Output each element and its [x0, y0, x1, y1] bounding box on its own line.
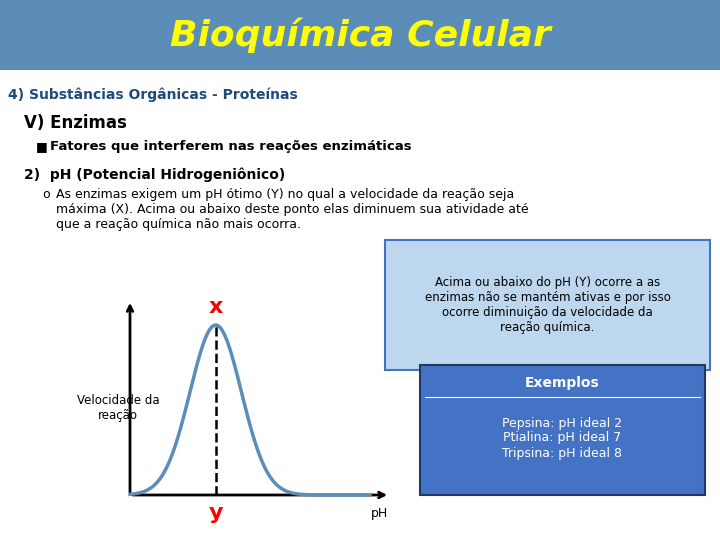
Text: máxima (X). Acima ou abaixo deste ponto elas diminuem sua atividade até: máxima (X). Acima ou abaixo deste ponto … — [56, 203, 528, 216]
FancyBboxPatch shape — [420, 365, 705, 495]
Text: Bioquímica Celular: Bioquímica Celular — [170, 17, 550, 53]
Text: 2)  pH (Potencial Hidrogeniônico): 2) pH (Potencial Hidrogeniônico) — [24, 168, 285, 183]
FancyBboxPatch shape — [385, 240, 710, 370]
Text: pH: pH — [372, 507, 389, 520]
Text: que a reação química não mais ocorra.: que a reação química não mais ocorra. — [56, 218, 301, 231]
Text: V) Enzimas: V) Enzimas — [24, 114, 127, 132]
Text: ■: ■ — [36, 140, 48, 153]
Text: Pepsina: pH ideal 2
Ptialina: pH ideal 7
Tripsina: pH ideal 8: Pepsina: pH ideal 2 Ptialina: pH ideal 7… — [503, 416, 623, 460]
Text: Fatores que interferem nas reações enzimáticas: Fatores que interferem nas reações enzim… — [50, 140, 412, 153]
Text: y: y — [209, 503, 223, 523]
Text: Acima ou abaixo do pH (Y) ocorre a as
enzimas não se mantém ativas e por isso
oc: Acima ou abaixo do pH (Y) ocorre a as en… — [425, 276, 670, 334]
Text: 4) Substâncias Orgânicas - Proteínas: 4) Substâncias Orgânicas - Proteínas — [8, 88, 298, 103]
Text: As enzimas exigem um pH ótimo (Y) no qual a velocidade da reação seja: As enzimas exigem um pH ótimo (Y) no qua… — [56, 188, 514, 201]
Text: Exemplos: Exemplos — [525, 376, 600, 390]
Text: Velocidade da
reação: Velocidade da reação — [77, 394, 159, 422]
Bar — [0, 0, 720, 70]
Text: x: x — [209, 297, 223, 317]
Text: o: o — [42, 188, 50, 201]
